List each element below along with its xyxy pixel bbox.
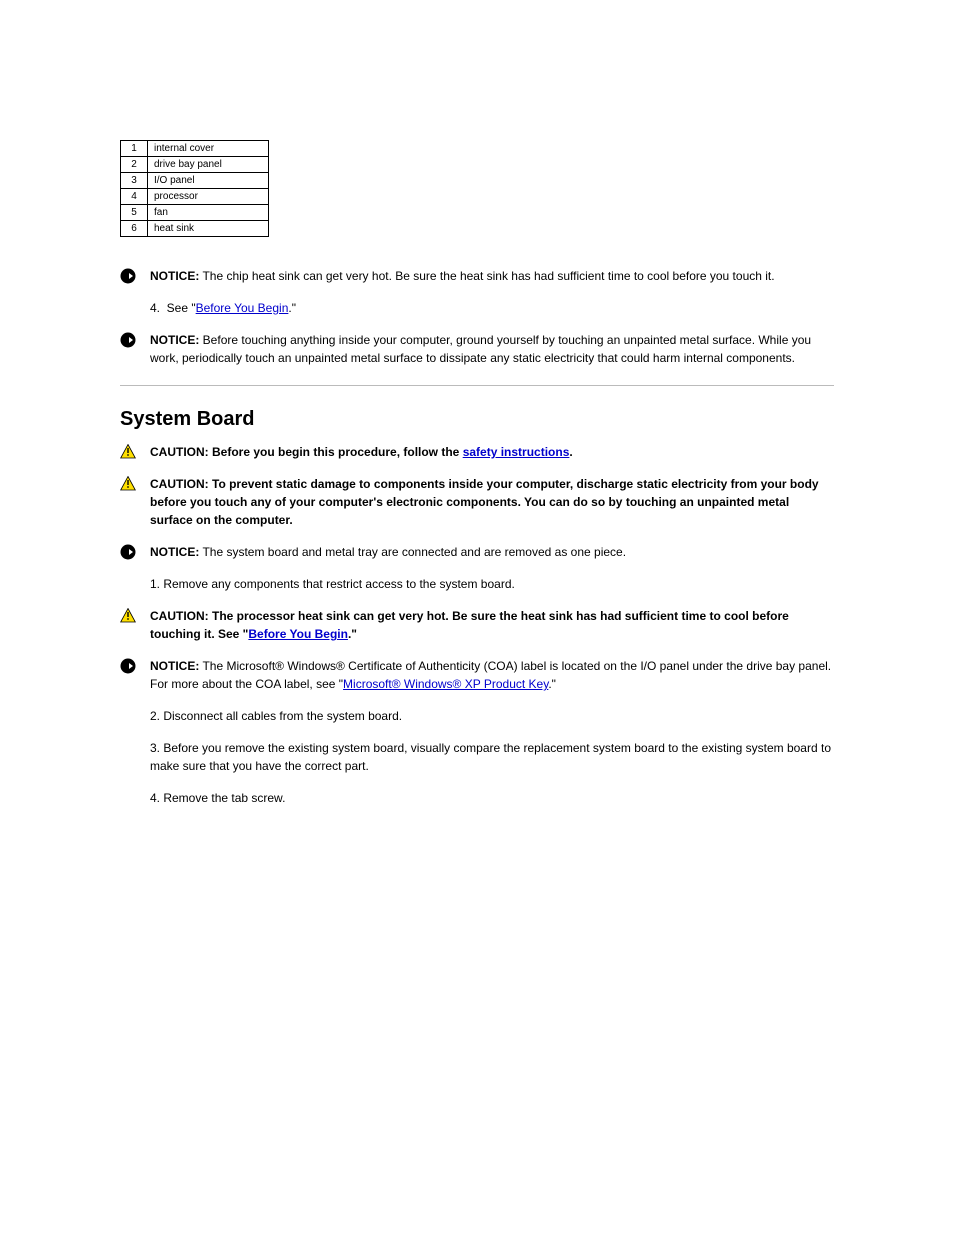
- page: 1 internal cover 2 drive bay panel 3 I/O…: [0, 0, 954, 1235]
- caution-text: CAUTION: The processor heat sink can get…: [150, 607, 834, 643]
- notice-icon: [120, 267, 150, 285]
- step-text: 1. Remove any components that restrict a…: [150, 575, 834, 593]
- caution-label: CAUTION:: [150, 477, 212, 491]
- notice-icon: [120, 543, 150, 561]
- cell-label: heat sink: [148, 221, 269, 237]
- cell-label: drive bay panel: [148, 157, 269, 173]
- notice-label: NOTICE:: [150, 269, 199, 283]
- cell-index: 1: [121, 141, 148, 157]
- caution-body: The processor heat sink can get very hot…: [150, 609, 789, 641]
- table-row: 4 processor: [121, 189, 269, 205]
- table-row: 1 internal cover: [121, 141, 269, 157]
- cell-label: internal cover: [148, 141, 269, 157]
- section-heading: System Board: [120, 408, 834, 431]
- caution-safety-instructions: CAUTION: Before you begin this procedure…: [120, 443, 834, 461]
- caution-text: CAUTION: To prevent static damage to com…: [150, 475, 834, 529]
- caution-text: CAUTION: Before you begin this procedure…: [150, 443, 834, 461]
- table-row: 5 fan: [121, 205, 269, 221]
- step-text: 2. Disconnect all cables from the system…: [150, 707, 834, 725]
- step-2-disconnect-cables: 2. Disconnect all cables from the system…: [120, 707, 834, 725]
- caution-label: CAUTION:: [150, 609, 212, 623]
- notice-label: NOTICE:: [150, 333, 199, 347]
- section-separator: [120, 385, 834, 386]
- caution-body: Before you begin this procedure, follow …: [212, 445, 463, 459]
- step-4-before-you-begin: 4. See "Before You Begin.": [120, 299, 834, 317]
- caution-icon: [120, 475, 150, 529]
- cell-index: 4: [121, 189, 148, 205]
- step-text: 4. See "Before You Begin.": [150, 299, 834, 317]
- notice-text: NOTICE: The system board and metal tray …: [150, 543, 834, 561]
- notice-heatsink: NOTICE: NOTICE: The chip heat sink can g…: [120, 267, 834, 285]
- safety-instructions-link[interactable]: safety instructions: [463, 445, 570, 459]
- notice-icon: [120, 331, 150, 367]
- cell-index: 6: [121, 221, 148, 237]
- notice-text: NOTICE: Before touching anything inside …: [150, 331, 834, 367]
- step-text: 3. Before you remove the existing system…: [150, 739, 834, 775]
- caution-icon: [120, 443, 150, 461]
- cell-index: 2: [121, 157, 148, 173]
- notice-label: NOTICE:: [150, 659, 199, 673]
- windows-product-key-link[interactable]: Microsoft® Windows® XP Product Key: [343, 677, 548, 691]
- cell-label: fan: [148, 205, 269, 221]
- notice-grounding: NOTICE: Before touching anything inside …: [120, 331, 834, 367]
- cell-label: I/O panel: [148, 173, 269, 189]
- table-row: 6 heat sink: [121, 221, 269, 237]
- notice-icon: [120, 657, 150, 693]
- cell-index: 3: [121, 173, 148, 189]
- table-row: 2 drive bay panel: [121, 157, 269, 173]
- notice-label: NOTICE:: [150, 545, 199, 559]
- before-you-begin-link[interactable]: Before You Begin: [196, 301, 289, 315]
- step-3-compare-board: 3. Before you remove the existing system…: [120, 739, 834, 775]
- notice-text: NOTICE: The Microsoft® Windows® Certific…: [150, 657, 834, 693]
- notice-coa-label: NOTICE: The Microsoft® Windows® Certific…: [120, 657, 834, 693]
- caution-body: To prevent static damage to components i…: [150, 477, 819, 527]
- step-text: 4. Remove the tab screw.: [150, 789, 834, 807]
- step-1-remove-components: 1. Remove any components that restrict a…: [120, 575, 834, 593]
- cell-index: 5: [121, 205, 148, 221]
- caution-label: CAUTION:: [150, 445, 212, 459]
- spec-table: 1 internal cover 2 drive bay panel 3 I/O…: [120, 140, 269, 237]
- notice-system-board-tray: NOTICE: The system board and metal tray …: [120, 543, 834, 561]
- caution-heat-sink: CAUTION: The processor heat sink can get…: [120, 607, 834, 643]
- table-row: 3 I/O panel: [121, 173, 269, 189]
- cell-label: processor: [148, 189, 269, 205]
- caution-static: CAUTION: To prevent static damage to com…: [120, 475, 834, 529]
- step-4-remove-tab-screw: 4. Remove the tab screw.: [120, 789, 834, 807]
- caution-icon: [120, 607, 150, 643]
- before-you-begin-link-2[interactable]: Before You Begin: [248, 627, 348, 641]
- spec-table-body: 1 internal cover 2 drive bay panel 3 I/O…: [121, 141, 269, 237]
- notice-text: NOTICE: NOTICE: The chip heat sink can g…: [150, 267, 834, 285]
